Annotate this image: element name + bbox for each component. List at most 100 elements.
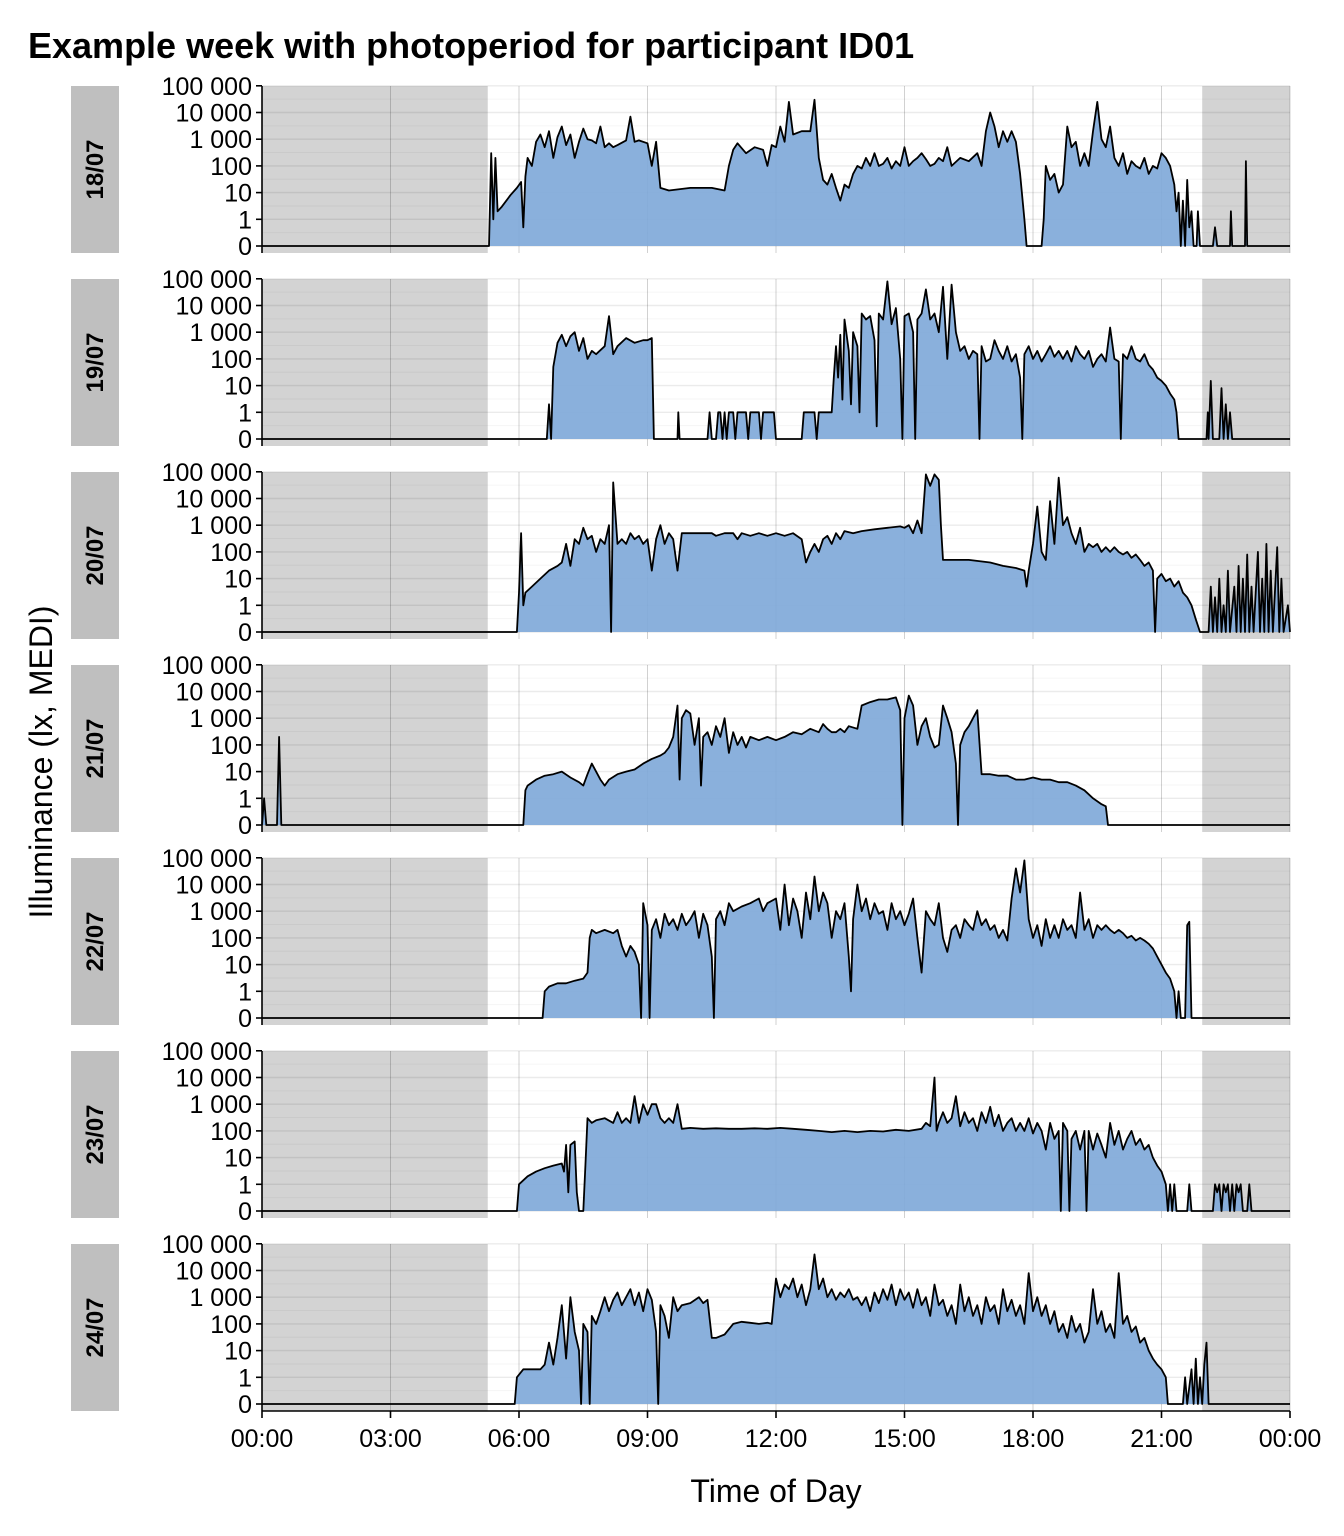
x-tick-label: 00:00 [231,1425,294,1453]
panel-strip-label: 23/07 [82,1104,109,1164]
y-tick-label: 10 000 [176,1065,252,1093]
x-tick-label: 00:00 [1259,1425,1322,1453]
panel-strip-label: 21/07 [82,718,109,778]
y-tick-label: 1 [238,785,252,813]
illuminance-line [262,280,1290,440]
y-tick-label: 0 [238,619,252,647]
y-tick-label: 100 000 [162,459,252,487]
y-tick-label: 10 000 [176,1258,252,1286]
panel-strip [71,1051,119,1218]
y-tick-label: 10 000 [176,679,252,707]
y-tick-label: 100 000 [162,73,252,101]
y-tick-label: 10 000 [176,486,252,514]
y-tick-label: 0 [238,1005,252,1033]
y-tick-label: 10 [224,759,252,787]
illuminance-line [262,1253,1290,1405]
y-tick-label: 1 000 [189,898,252,926]
night-shade-morning [262,858,488,1025]
illuminance-line [262,1076,1290,1212]
y-tick-label: 0 [238,233,252,261]
chart-title: Example week with photoperiod for partic… [28,25,914,66]
panel-strip-label: 18/07 [82,139,109,199]
panel-strip [71,665,119,832]
y-tick-label: 100 000 [162,845,252,873]
y-tick-label: 1 [238,1364,252,1392]
y-tick-label: 1 [238,206,252,234]
y-tick-label: 1 000 [189,1284,252,1312]
y-tick-label: 100 000 [162,1231,252,1259]
y-tick-label: 100 [210,346,252,374]
illuminance-area [262,1254,1290,1404]
y-tick-label: 10 [224,180,252,208]
y-tick-label: 1 000 [189,512,252,540]
illuminance-line [262,859,1290,1019]
y-tick-label: 10 [224,566,252,594]
y-tick-label: 100 000 [162,266,252,294]
night-shade-evening [1202,1244,1290,1411]
y-tick-label: 10 [224,373,252,401]
panel-strip-label: 22/07 [82,911,109,971]
illuminance-area [262,695,1290,825]
y-tick-label: 100 [210,539,252,567]
illuminance-line [262,98,1290,247]
panel-strip [71,279,119,446]
y-tick-label: 0 [238,1198,252,1226]
y-tick-label: 1 [238,592,252,620]
y-tick-label: 10 [224,1338,252,1366]
y-tick-label: 10 [224,952,252,980]
illuminance-area [262,281,1290,439]
night-shade-evening [1202,279,1290,446]
night-shade-morning [262,472,488,639]
y-tick-label: 1 [238,978,252,1006]
y-tick-label: 1 000 [189,1091,252,1119]
y-tick-label: 100 000 [162,1038,252,1066]
x-axis: 00:00 03:00 06:00 09:00 12:00 15:00 18:00 21:00… [231,1410,1322,1453]
y-tick-label: 1 [238,399,252,427]
illuminance-area [262,1077,1290,1211]
y-tick-label: 10 [224,1145,252,1173]
illuminance-line [261,694,1290,826]
y-tick-label: 10 000 [176,100,252,128]
x-tick-label: 21:00 [1130,1425,1193,1453]
night-shade-morning [262,665,488,832]
y-tick-label: 1 000 [189,319,252,347]
y-tick-label: 10 000 [176,872,252,900]
y-tick-label: 0 [238,812,252,840]
night-shade-morning [262,1051,488,1218]
night-shade-evening [1202,665,1290,832]
y-tick-label: 0 [238,1391,252,1419]
x-axis-title: Time of Day [690,1473,861,1509]
night-shade-morning [262,86,488,253]
y-tick-label: 100 [210,1118,252,1146]
panel-strip [71,1244,119,1411]
x-tick-label: 03:00 [359,1425,422,1453]
panel-strip [71,86,119,253]
night-shade-morning [262,1244,488,1411]
y-tick-label: 100 [210,153,252,181]
panel-strip [71,472,119,639]
y-tick-label: 1 000 [189,126,252,154]
x-tick-label: 09:00 [616,1425,679,1453]
y-tick-label: 0 [238,426,252,454]
y-tick-label: 1 [238,1171,252,1199]
panel-strip-label: 24/07 [82,1297,109,1357]
panel-strip-label: 19/07 [82,332,109,392]
y-tick-label: 100 [210,1311,252,1339]
illuminance-line [262,473,1291,633]
panel-strip [71,858,119,1025]
night-shade-evening [1202,858,1290,1025]
y-tick-label: 100 000 [162,652,252,680]
illuminance-area [262,99,1290,246]
night-shade-morning [262,279,488,446]
y-tick-label: 100 [210,732,252,760]
y-axis-title: Illuminance (lx, MEDI) [23,606,59,919]
x-tick-label: 18:00 [1002,1425,1065,1453]
x-tick-label: 15:00 [873,1425,936,1453]
